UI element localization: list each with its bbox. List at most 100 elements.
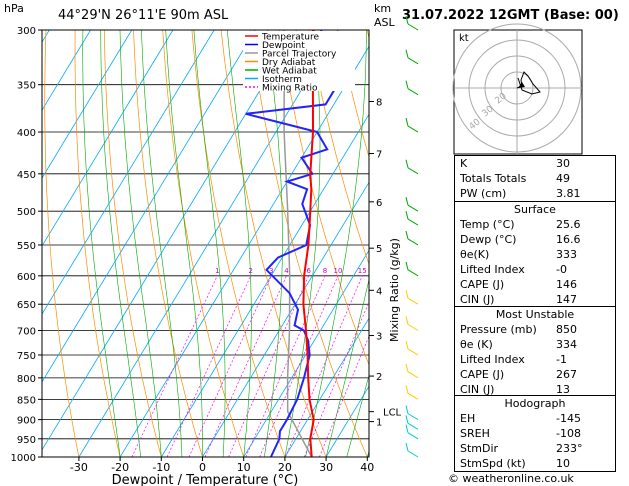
- wet-adiabat: [284, 30, 321, 457]
- surface-panel: Surface Temp (°C) 25.6 Dewp (°C) 16.6 θe(K…: [454, 201, 616, 308]
- temp-tick-label: 0: [199, 461, 206, 474]
- pressure-tick-label: 700: [17, 327, 36, 338]
- surface-row-cin: CIN (J) 147: [460, 293, 577, 306]
- mixing-ratio-label: 15: [358, 267, 367, 275]
- pressure-tick-label: 1000: [11, 453, 36, 464]
- x-axis-label: Dewpoint / Temperature (°C): [112, 473, 299, 486]
- index-row-totals: Totals Totals 49: [460, 172, 570, 185]
- wind-barb-feather: [405, 261, 409, 270]
- dry-adiabat: [249, 30, 368, 457]
- pressure-tick-label: 350: [17, 81, 36, 92]
- hodo-row-stmspd: StmSpd (kt) 10: [460, 457, 570, 470]
- most-unstable-panel: Most Unstable Pressure (mb) 850 θe (K) 334…: [454, 306, 616, 398]
- wind-barb: [407, 88, 419, 96]
- dry-adiabat: [103, 30, 162, 457]
- surface-row-thetae: θe(K) 333: [460, 248, 577, 261]
- wind-barb-feather: [405, 117, 409, 127]
- wet-adiabat: [119, 30, 162, 457]
- mu-row-cin: CIN (J) 13: [460, 383, 570, 396]
- mixing-ratio-label: 4: [284, 267, 289, 275]
- legend-entry: Mixing Ratio: [262, 84, 318, 94]
- mixing-ratio-line: [188, 275, 272, 457]
- temp-tick-label: -20: [111, 461, 129, 474]
- dry-adiabat: [44, 30, 80, 457]
- wind-barb: [407, 204, 419, 212]
- dry-adiabat: [337, 30, 369, 159]
- dry-adiabat: [220, 30, 327, 457]
- wind-barb: [407, 218, 419, 226]
- wind-barb-feather: [405, 49, 409, 58]
- temp-tick-label: 30: [319, 461, 333, 474]
- temp-tick-label: 20: [278, 461, 292, 474]
- location-title: 44°29'N 26°11'E 90m ASL: [58, 8, 229, 23]
- surface-title: Surface: [514, 203, 556, 216]
- pressure-tick-label: 950: [17, 435, 36, 446]
- wet-adiabat: [305, 30, 367, 457]
- wind-barb-feather: [405, 442, 409, 452]
- pressure-tick-label: 650: [17, 300, 36, 311]
- wind-barb: [407, 450, 419, 458]
- mu-row-pressure: Pressure (mb) 850: [460, 323, 577, 336]
- temperature-line: [302, 30, 315, 457]
- hodograph-kt-label: kt: [459, 33, 469, 44]
- legend-entry: Isotherm: [262, 75, 302, 85]
- surface-row-dewp: Dewp (°C) 16.6: [460, 233, 581, 246]
- surface-row-cape: CAPE (J) 146: [460, 278, 577, 291]
- pressure-tick-label: 450: [17, 170, 36, 181]
- wet-adiabat: [264, 30, 283, 457]
- wet-adiabat: [325, 278, 369, 457]
- mixing-ratio-label: 10: [334, 267, 343, 275]
- wind-barb: [407, 125, 419, 133]
- mixing-ratio-line: [304, 301, 369, 457]
- legend-box: [243, 31, 355, 91]
- isotherm: [78, 30, 339, 457]
- parcel-trajectory-line: [283, 30, 313, 457]
- legend-entry: Wet Adiabat: [262, 67, 317, 77]
- pressure-tick-label: 300: [17, 26, 36, 37]
- wind-barb: [407, 348, 419, 356]
- credit-link[interactable]: © weatheronline.co.uk: [448, 472, 574, 485]
- wind-barb: [407, 432, 419, 440]
- pressure-tick-label: 800: [17, 374, 36, 385]
- storm-motion-icon: [518, 82, 525, 88]
- temp-tick-label: 40: [360, 461, 374, 474]
- mixing-ratio-line: [259, 275, 339, 457]
- isotherm: [42, 30, 297, 451]
- isotherm: [160, 113, 369, 457]
- datetime-title: 31.07.2022 12GMT (Base: 00): [402, 8, 619, 23]
- mixing-ratio-axis-label: Mixing Ratio (g/kg): [388, 238, 401, 342]
- mixing-ratio-label: 8: [323, 267, 327, 275]
- mixing-ratio-line: [131, 275, 218, 457]
- wet-adiabat: [82, 30, 121, 457]
- mixing-ratio-label: 20: [376, 267, 385, 275]
- wind-barb-feather: [405, 363, 409, 372]
- legend-entry: Temperature: [261, 33, 319, 43]
- mixing-ratio-line: [319, 335, 369, 457]
- pressure-tick-label: 600: [17, 272, 36, 283]
- wind-barb-feather: [405, 316, 409, 325]
- surface-row-temp: Temp (°C) 25.6: [460, 218, 581, 231]
- pressure-tick-label: 550: [17, 241, 36, 252]
- wind-barb: [407, 238, 419, 246]
- wind-barb-feather: [405, 424, 409, 433]
- mixing-ratio-line: [166, 275, 252, 457]
- asl-axis-label: ASL: [374, 16, 396, 29]
- km-tick-label: 7: [376, 150, 382, 161]
- indices-panel: K 30 Totals Totals 49 PW (cm) 3.81: [454, 155, 616, 202]
- most-unstable-title: Most Unstable: [495, 308, 575, 321]
- wind-barb-feather: [405, 340, 409, 350]
- wind-barb: [407, 57, 419, 65]
- wind-barb-feather: [405, 197, 409, 206]
- km-tick-label: 5: [376, 244, 382, 255]
- km-tick-label: 2: [376, 372, 382, 383]
- wind-barb: [407, 297, 419, 305]
- km-axis-label: km: [374, 2, 391, 15]
- dry-adiabat: [162, 30, 245, 457]
- pressure-tick-label: 850: [17, 395, 36, 406]
- wind-barb: [407, 324, 419, 331]
- wind-barb-feather: [405, 415, 409, 424]
- wind-barb: [407, 23, 419, 31]
- wind-barb-feather: [405, 15, 409, 25]
- wet-adiabat: [100, 30, 141, 457]
